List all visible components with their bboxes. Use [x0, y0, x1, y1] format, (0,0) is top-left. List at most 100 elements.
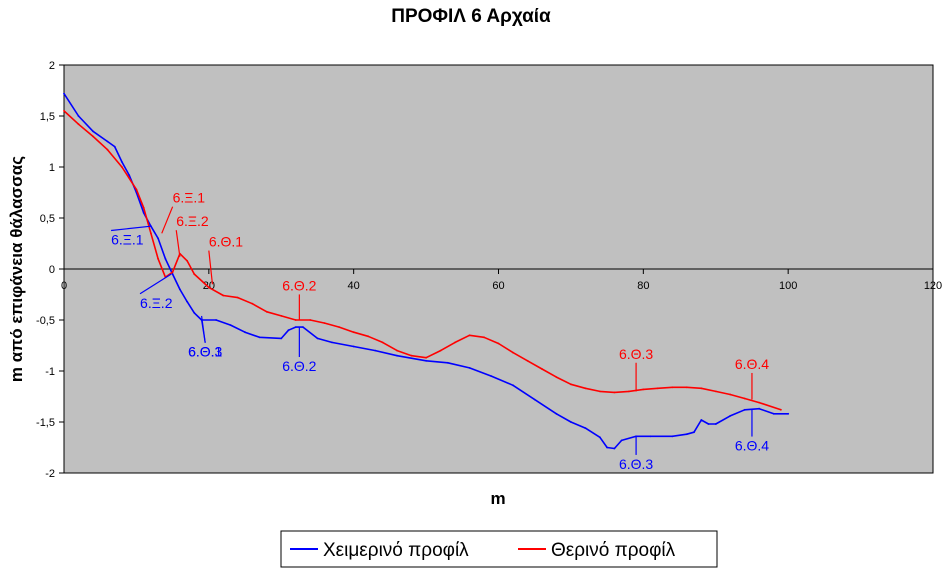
winter-data-point [787, 412, 790, 415]
y-tick-label: 1 [49, 162, 55, 174]
winter-data-point [157, 237, 160, 240]
winter-data-point [700, 419, 703, 421]
summer-data-point [599, 390, 601, 393]
summer-data-point [121, 166, 123, 168]
x-tick-label: 100 [779, 280, 797, 292]
annotation-leader [111, 225, 151, 232]
winter-data-point [613, 447, 616, 450]
winter-data-point [374, 349, 377, 352]
legend-box [280, 530, 718, 568]
summer-data-point [700, 387, 703, 390]
summer-data-point [685, 386, 688, 389]
summer-data-point [410, 354, 413, 357]
legend: Χειμερινό προφίλ Θερινό προφίλ [280, 530, 718, 568]
winter-data-point [179, 288, 181, 291]
y-tick-label: 2 [49, 60, 55, 72]
winter-data-point [425, 359, 427, 362]
summer-data-point [265, 310, 268, 313]
winter-data-point [352, 345, 355, 348]
winter-data-point [171, 273, 174, 275]
winter-data-point [280, 337, 283, 340]
summer-data-point [714, 390, 717, 393]
summer-data-point [171, 271, 174, 273]
winter-data-point [316, 337, 319, 340]
annotation-label: 6.Θ.1 [209, 234, 243, 250]
summer-data-point [584, 387, 587, 390]
winter-data-point [258, 336, 261, 339]
x-tick-label: 60 [492, 280, 504, 292]
summer-data-point [555, 376, 558, 378]
winter-data-point [714, 423, 717, 425]
summer-data-point [729, 393, 732, 396]
summer-data-point [236, 296, 239, 299]
winter-data-point [287, 329, 290, 332]
summer-data-point [222, 294, 225, 297]
winter-data-point [758, 407, 761, 410]
winter-data-point [729, 415, 732, 417]
winter-data-point [164, 257, 167, 260]
summer-data-point [157, 257, 160, 260]
winter-data-point [533, 398, 536, 401]
x-tick-label: 120 [924, 280, 942, 292]
summer-data-point [106, 148, 109, 151]
summer-data-point [483, 336, 485, 339]
y-axis-title: m από επιφάνεια θάλασσας [7, 156, 26, 382]
summer-data-point [77, 123, 80, 126]
winter-data-point [331, 341, 333, 344]
annotation-label: 6.Θ.3 [619, 346, 653, 362]
winter-data-point [584, 427, 587, 429]
summer-data-point [439, 349, 442, 352]
winter-data-point [229, 324, 232, 326]
y-tick-label: 0 [49, 264, 55, 276]
winter-data-point [113, 145, 116, 148]
summer-data-point [135, 188, 138, 191]
winter-data-point [121, 161, 123, 163]
winter-data-point [649, 435, 652, 438]
winter-data-point [555, 412, 558, 415]
winter-data-point [186, 300, 189, 303]
winter-data-point [490, 375, 493, 377]
winter-data-point [570, 421, 572, 423]
winter-data-point [92, 130, 94, 133]
x-axis-title: m [490, 489, 505, 508]
annotation-leader [208, 250, 214, 285]
x-tick-label: 40 [348, 280, 360, 292]
annotation-leader [200, 319, 206, 343]
summer-data-point [381, 341, 384, 344]
annotation-label: 6.Θ.2 [282, 358, 316, 374]
annotation-label: 6.Θ.3 [188, 344, 222, 360]
winter-data-point [128, 174, 131, 177]
winter-data-point [302, 326, 304, 328]
winter-data-point [77, 115, 80, 117]
winter-data-point [772, 412, 775, 415]
summer-data-point [541, 368, 543, 370]
legend-label-summer: Θερινό προφίλ [551, 540, 676, 561]
summer-profile-line [63, 110, 782, 411]
summer-data-point [186, 259, 189, 262]
y-tick-label: -2 [45, 468, 55, 480]
summer-data-point [207, 286, 210, 289]
summer-data-point [656, 387, 659, 390]
series-layer [63, 92, 790, 450]
summer-data-point [512, 351, 514, 354]
summer-data-point [294, 319, 297, 321]
annotation-leader [139, 273, 172, 295]
annotation-label: 6.Ξ.2 [140, 295, 173, 311]
summer-data-point [251, 302, 254, 305]
summer-data-point [150, 232, 152, 235]
x-tick-label: 80 [637, 280, 649, 292]
annotation-label: 6.Ξ.2 [176, 213, 209, 229]
winter-profile-line [63, 93, 789, 450]
annotation-leader [175, 230, 181, 257]
summer-data-point [780, 408, 782, 411]
winter-data-point [620, 439, 623, 442]
annotation-label: 6.Θ.1 [188, 344, 222, 360]
summer-data-point [309, 319, 312, 321]
winter-data-point [512, 384, 514, 387]
winter-data-point [707, 423, 710, 425]
summer-data-point [367, 335, 369, 338]
summer-data-point [142, 206, 145, 209]
winter-data-point [193, 312, 196, 314]
y-tick-label: 0,5 [40, 213, 55, 225]
summer-data-point [758, 401, 761, 404]
